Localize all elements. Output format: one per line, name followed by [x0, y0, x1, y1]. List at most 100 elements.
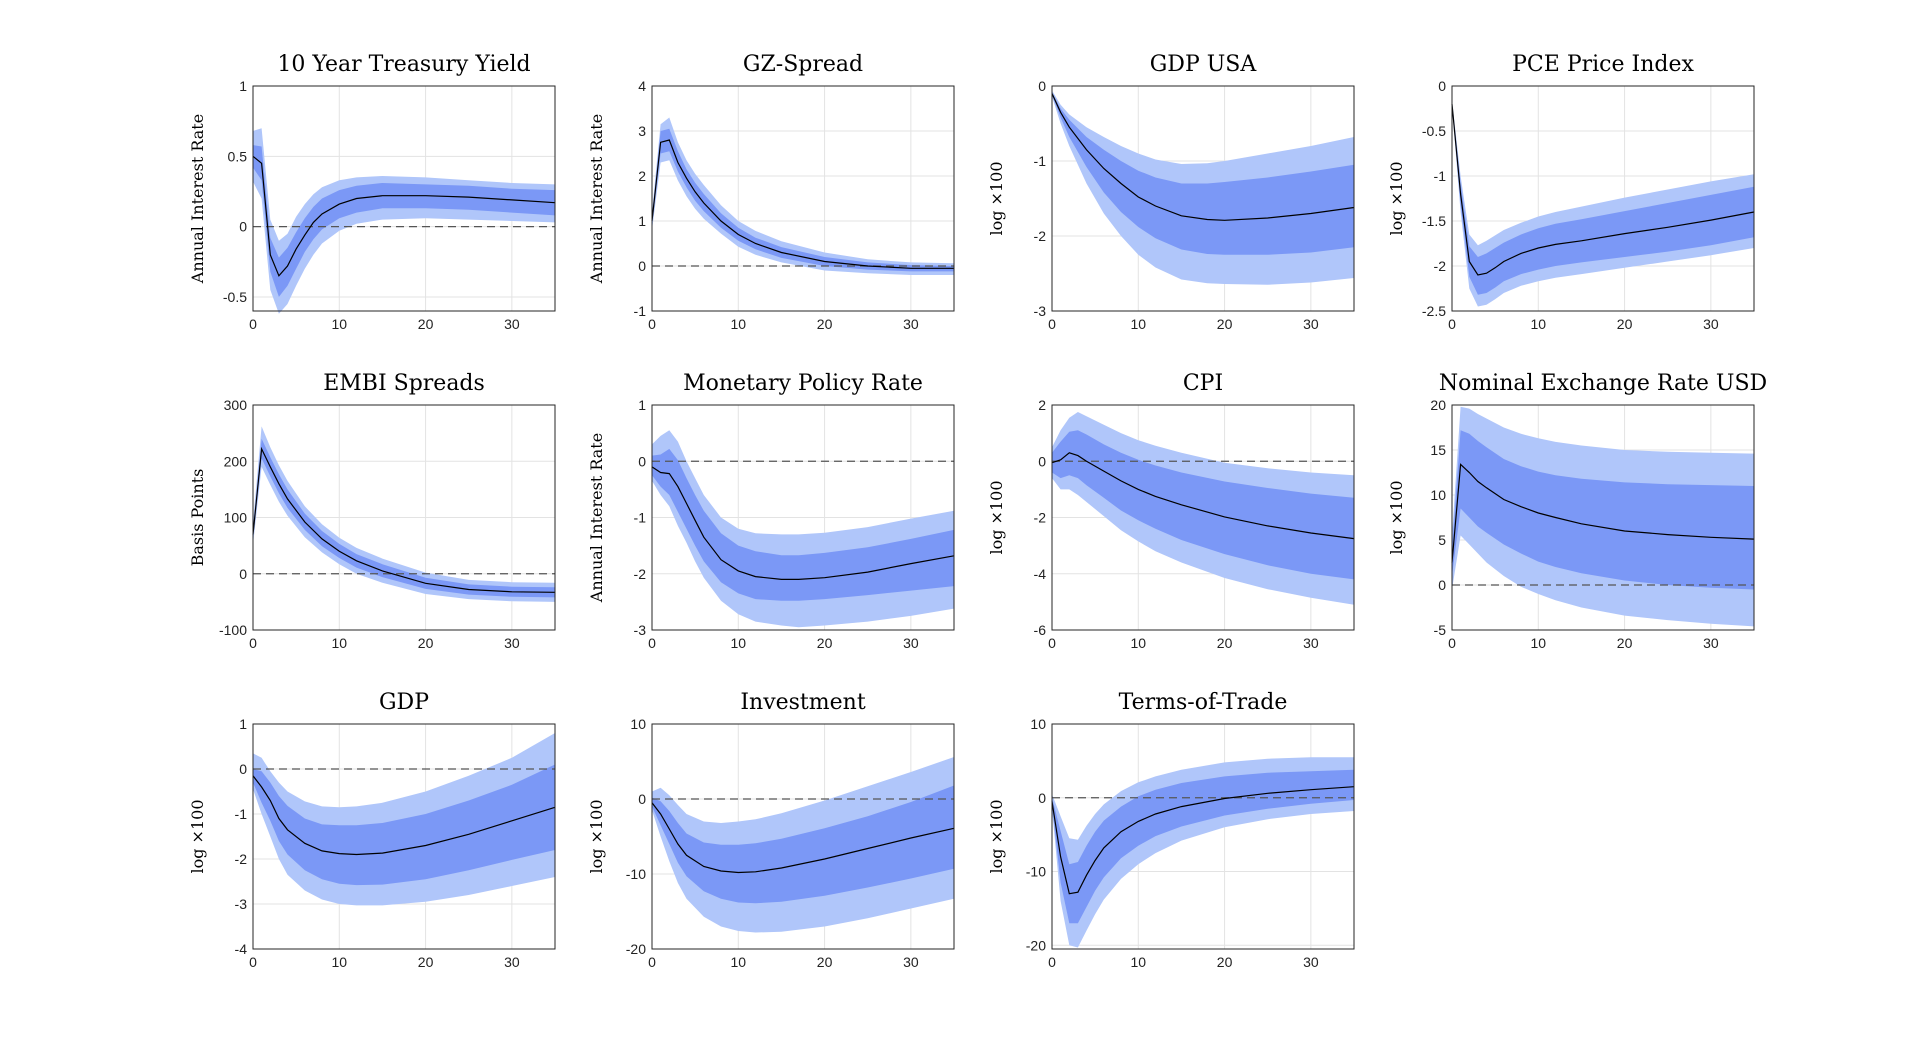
- y-tick-label: 300: [224, 397, 248, 413]
- x-tick-label: 10: [730, 954, 746, 970]
- y-tick-label: -1: [1434, 168, 1447, 184]
- y-tick-label: -1: [634, 303, 647, 319]
- panel-title: EMBI Spreads: [323, 371, 485, 396]
- axes-box: [1451, 404, 1755, 631]
- y-tick-label: 0: [638, 453, 646, 469]
- inner-band: [253, 145, 555, 297]
- x-tick-label: 0: [1048, 954, 1056, 970]
- median-line: [1451, 463, 1755, 563]
- x-tick-label: 20: [817, 954, 833, 970]
- x-tick-label: 20: [418, 316, 434, 332]
- x-tick-label: 10: [1530, 635, 1546, 651]
- x-tick-label: 20: [817, 635, 833, 651]
- x-tick-label: 30: [504, 954, 520, 970]
- y-tick-label: 0: [239, 566, 247, 582]
- x-tick-label: 10: [331, 316, 347, 332]
- panel-7: 0 10 20 30 -6 -4 -2 0 2 CPI log ×100: [987, 371, 1355, 651]
- y-tick-label: -100: [219, 622, 247, 638]
- axes-box: [651, 85, 955, 312]
- y-tick-label: -3: [634, 622, 647, 638]
- y-tick-label: -20: [626, 941, 646, 957]
- y-tick-label: -1.5: [1422, 213, 1446, 229]
- y-tick-label: 10: [630, 716, 646, 732]
- y-tick-label: 100: [224, 510, 248, 526]
- x-tick-label: 30: [903, 954, 919, 970]
- y-tick-label: -20: [1026, 937, 1046, 953]
- panel-title: Nominal Exchange Rate USD: [1439, 371, 1767, 396]
- panel-title: 10 Year Treasury Yield: [277, 52, 530, 77]
- y-axis-label: log ×100: [987, 480, 1006, 554]
- panel-title: PCE Price Index: [1512, 52, 1694, 77]
- median-line: [651, 139, 954, 269]
- y-tick-label: 0: [239, 761, 247, 777]
- inner-band: [652, 785, 954, 904]
- x-tick-label: 0: [1048, 635, 1056, 651]
- x-tick-label: 0: [648, 316, 656, 332]
- panel-6: 0 10 20 30 -3 -2 -1 0 1 Monetary Policy Rate Annua…: [587, 371, 955, 651]
- x-tick-label: 0: [1448, 635, 1456, 651]
- median-line: [252, 446, 556, 593]
- panel-title: GDP USA: [1150, 52, 1258, 77]
- median-line: [252, 775, 556, 856]
- y-tick-label: -0.5: [223, 289, 247, 305]
- axes-box: [252, 723, 556, 950]
- x-tick-label: 30: [903, 635, 919, 651]
- median-line: [1451, 103, 1755, 276]
- x-tick-label: 20: [418, 635, 434, 651]
- x-tick-label: 10: [331, 635, 347, 651]
- y-tick-label: 15: [1430, 442, 1446, 458]
- axes-box: [651, 723, 955, 950]
- median-line: [1051, 452, 1355, 540]
- median-line: [651, 802, 955, 874]
- x-tick-label: 0: [249, 954, 257, 970]
- panel-11: 0 10 20 30 -20 -10 0 10 Terms-of-Trade log ×100: [987, 690, 1355, 970]
- y-tick-label: 1: [638, 213, 646, 229]
- panel-title: Terms-of-Trade: [1119, 690, 1288, 715]
- y-tick-label: -6: [1034, 622, 1047, 638]
- panel-title: GZ-Spread: [743, 52, 863, 77]
- y-tick-label: -0.5: [1422, 123, 1446, 139]
- axes-box: [252, 85, 556, 312]
- y-tick-label: -2.5: [1422, 303, 1446, 319]
- x-tick-label: 20: [1217, 635, 1233, 651]
- y-axis-label: log ×100: [587, 799, 606, 873]
- x-tick-label: 30: [1303, 954, 1319, 970]
- median-line: [1051, 786, 1355, 895]
- median-line: [1051, 93, 1355, 221]
- y-axis-label: log ×100: [1387, 480, 1406, 554]
- panel-title: Monetary Policy Rate: [683, 371, 923, 396]
- x-tick-label: 0: [1448, 316, 1456, 332]
- panel-title: Investment: [740, 690, 865, 715]
- y-tick-label: -1: [235, 806, 248, 822]
- inner-band: [1452, 430, 1754, 590]
- y-tick-label: 3: [638, 123, 646, 139]
- inner-band: [1052, 430, 1354, 580]
- x-tick-label: 10: [730, 635, 746, 651]
- y-tick-label: -1: [1034, 153, 1047, 169]
- y-tick-label: 0: [1438, 78, 1446, 94]
- outer-band: [253, 426, 555, 602]
- y-tick-label: 2: [638, 168, 646, 184]
- axes-box: [1451, 85, 1755, 312]
- x-tick-label: 0: [648, 635, 656, 651]
- x-tick-label: 20: [1617, 635, 1633, 651]
- y-tick-label: -2: [235, 851, 248, 867]
- x-tick-label: 10: [1130, 954, 1146, 970]
- x-tick-label: 10: [1530, 316, 1546, 332]
- y-tick-label: -5: [1434, 622, 1447, 638]
- y-tick-label: -4: [1034, 566, 1047, 582]
- panel-9: 0 10 20 30 -4 -3 -2 -1 0 1 GDP log ×100: [188, 690, 556, 970]
- y-axis-label: log ×100: [188, 799, 207, 873]
- y-tick-label: 2: [1038, 397, 1046, 413]
- y-tick-label: -10: [626, 866, 646, 882]
- inner-band: [1052, 92, 1354, 255]
- y-axis-label: Basis Points: [188, 469, 207, 567]
- x-tick-label: 30: [1303, 635, 1319, 651]
- y-tick-label: 1: [239, 78, 247, 94]
- inner-band: [253, 764, 555, 886]
- y-tick-label: -2: [1434, 258, 1447, 274]
- y-axis-label: log ×100: [987, 161, 1006, 235]
- y-tick-label: 5: [1438, 532, 1446, 548]
- y-tick-label: -1: [634, 510, 647, 526]
